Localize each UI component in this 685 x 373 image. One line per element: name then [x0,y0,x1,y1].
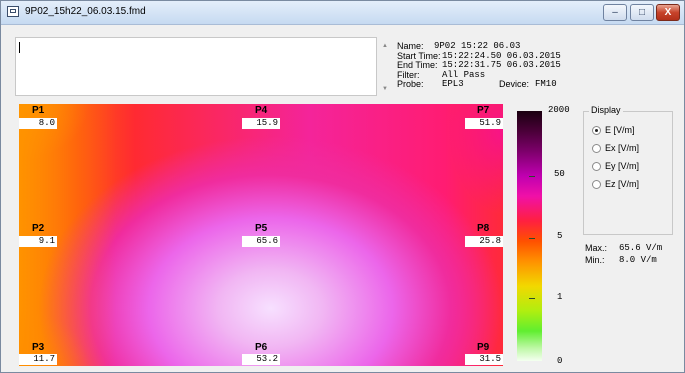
probe-name-p3: P3 [32,342,45,353]
scroll-down-arrow-icon[interactable]: ▼ [382,86,388,92]
name-label: Name: [397,41,424,51]
minimize-button[interactable]: – [603,4,627,21]
color-scale-bar [517,111,542,361]
probe-name-p2: P2 [32,223,45,234]
scroll-up-arrow-icon[interactable]: ▲ [382,43,388,49]
device-label: Device: [499,79,530,89]
radio-selected-icon[interactable] [592,125,601,135]
radio-ez-label: Ez [V/m] [605,179,640,189]
scale-tick [529,298,535,299]
radio-unselected-icon[interactable] [592,161,601,171]
max-stat: Max.: 65.6 V/m [585,243,662,253]
max-label: Max.: [585,243,608,253]
probe-value-p7: 51.9 [465,118,503,129]
scale-label-5: 5 [557,231,563,241]
display-group-box [583,111,673,235]
field-heatmap [19,104,503,366]
radio-ey-label: Ey [V/m] [605,161,640,171]
app-window-icon [7,6,19,17]
probe-name-p7: P7 [477,105,490,116]
radio-ey[interactable]: Ey [V/m] [592,161,639,171]
filter-label: Filter: [397,69,420,80]
title-bar[interactable]: 9P02_15h22_06.03.15.fmd – □ X [1,1,684,25]
probe-value-p3: 11.7 [19,354,57,365]
scale-label-50: 50 [554,169,565,179]
end-time-value: 15:22:31.75 06.03.2015 [442,60,561,70]
probe-name-p9: P9 [477,342,490,353]
scale-label-0: 0 [557,356,563,366]
scale-tick [529,176,535,177]
probe-value-p8: 25.8 [465,236,503,247]
device-value: FM10 [535,79,557,89]
maximize-button[interactable]: □ [630,4,654,21]
radio-ex[interactable]: Ex [V/m] [592,143,639,153]
window-title: 9P02_15h22_06.03.15.fmd [25,6,146,17]
probe-name-p1: P1 [32,105,45,116]
radio-ez[interactable]: Ez [V/m] [592,179,639,189]
filter-value: All Pass [442,69,486,80]
probe-value-p6: 53.2 [242,354,280,365]
min-value: 8.0 V/m [619,255,657,265]
radio-e[interactable]: E [V/m] [592,125,635,135]
close-button[interactable]: X [656,4,680,21]
radio-ex-label: Ex [V/m] [605,143,640,153]
text-caret [19,42,20,53]
scale-label-2000: 2000 [548,105,570,115]
probe-value-p9: 31.5 [465,354,503,365]
probe-name-p6: P6 [255,342,268,353]
radio-unselected-icon[interactable] [592,143,601,153]
probe-value-p2: 9.1 [19,236,57,247]
min-label: Min.: [585,255,605,265]
probe-name-p5: P5 [255,223,268,234]
scale-label-1: 1 [557,292,563,302]
radio-unselected-icon[interactable] [592,179,601,189]
min-stat: Min.: 8.0 V/m [585,255,657,265]
display-group-title: Display [589,105,623,115]
probe-name-p8: P8 [477,223,490,234]
name-value: 9P02 15:22 06.03 [434,41,521,51]
probe-value-p1: 8.0 [19,118,57,129]
probe-label: Probe: [397,79,424,89]
start-time-label: Start Time: [397,50,441,61]
probe-value-p5: 65.6 [242,236,280,247]
max-value: 65.6 V/m [619,243,663,253]
probe-value: EPL3 [442,79,464,89]
probe-value-p4: 15.9 [242,118,280,129]
start-time-value: 15:22:24.50 06.03.2015 [442,50,561,61]
probe-name-p4: P4 [255,105,268,116]
comment-text-area[interactable] [15,37,377,96]
end-time-label: End Time: [397,60,438,70]
radio-e-label: E [V/m] [605,125,635,135]
scale-tick [529,238,535,239]
